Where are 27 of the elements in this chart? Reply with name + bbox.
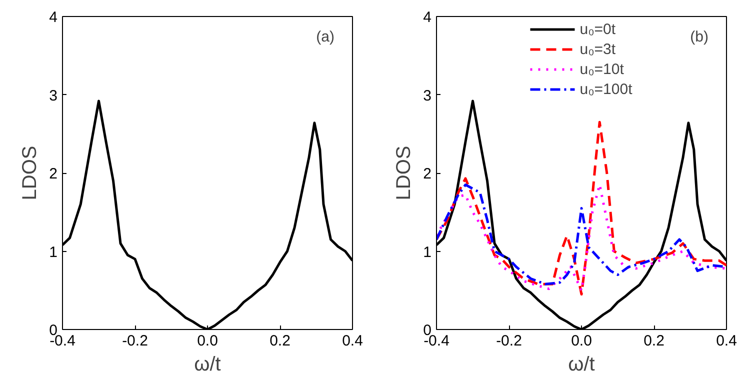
legend-label: u₀=3t: [580, 40, 616, 58]
y-tick-label: 1: [49, 244, 58, 261]
x-tick-label: 0.2: [270, 332, 290, 350]
legend-label: u₀=10t: [580, 60, 624, 78]
y-tick-label: 2: [49, 166, 58, 182]
legend-label: u₀=0t: [580, 20, 616, 38]
y-tick-label: 1: [423, 244, 432, 261]
x-tick-label: -0.2: [122, 332, 148, 350]
x-tick-label: 0.0: [197, 332, 218, 350]
y-axis-title: LDOS: [393, 146, 416, 200]
x-tick-label: -0.2: [496, 332, 522, 350]
y-tick-label: 3: [49, 87, 58, 104]
y-tick-label: 4: [423, 9, 432, 26]
annotation: (a): [316, 28, 335, 46]
legend-label: u₀=100t: [580, 80, 632, 98]
y-axis-title: LDOS: [19, 146, 42, 200]
x-tick-label: 0.4: [716, 332, 737, 350]
y-tick-label: 3: [423, 87, 432, 104]
annotation: (b): [690, 28, 709, 46]
y-tick-label: 4: [49, 9, 58, 26]
x-tick-label: 0.0: [571, 332, 592, 350]
x-axis-title: ω/t: [568, 354, 596, 376]
x-axis-title: ω/t: [194, 354, 222, 376]
y-tick-label: 2: [423, 166, 432, 182]
x-tick-label: 0.2: [644, 332, 664, 350]
line-series: [436, 120, 726, 296]
x-tick-label: 0.4: [342, 332, 363, 350]
